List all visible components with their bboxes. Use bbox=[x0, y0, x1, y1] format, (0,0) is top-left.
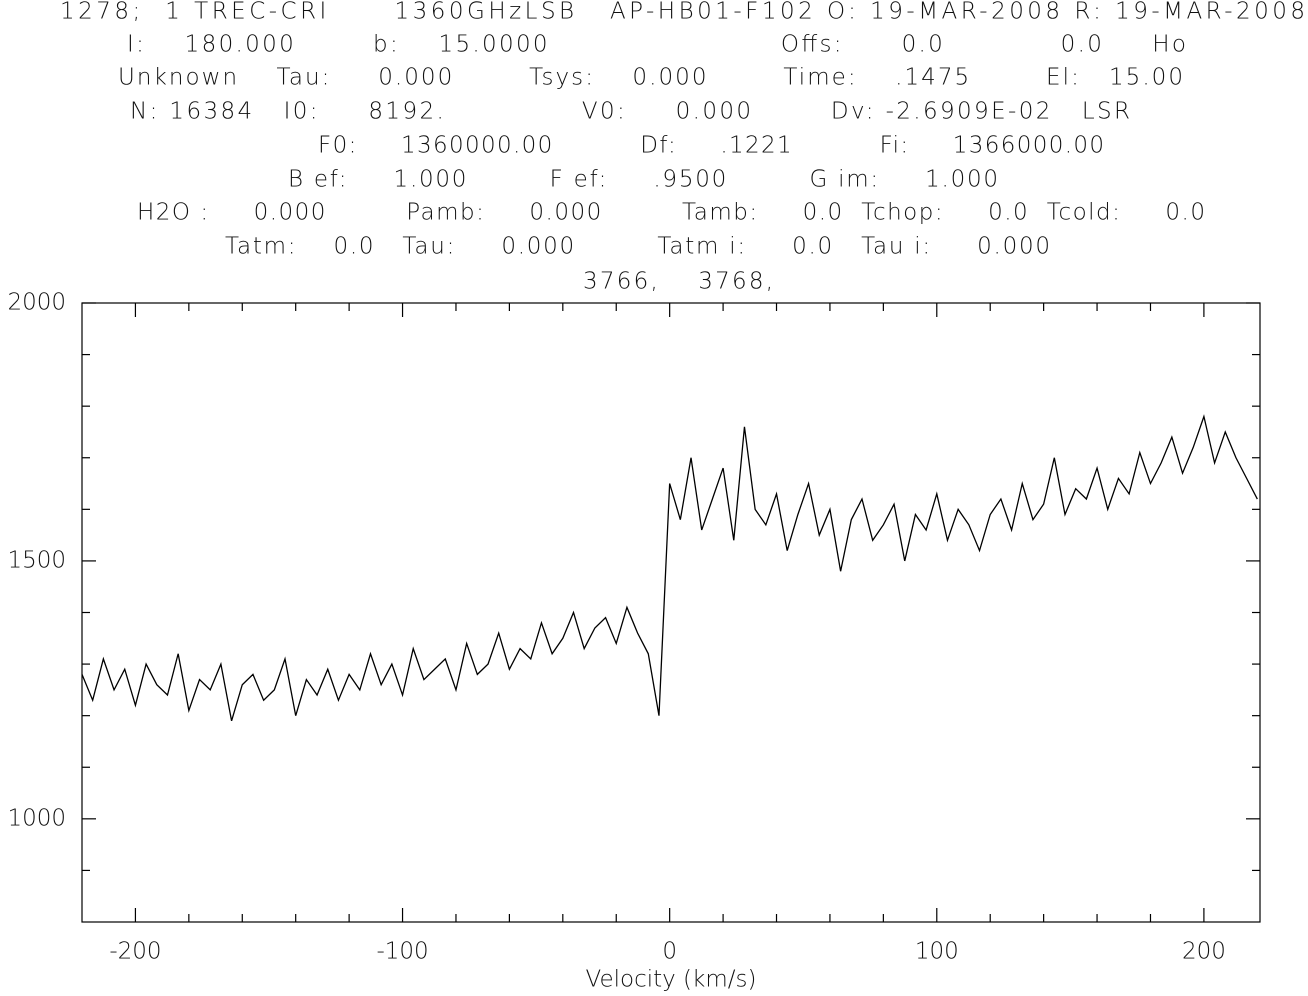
header-line: I: 180.000 b: 15.0000 Offs: 0.0 0.0 Ho bbox=[127, 32, 1186, 58]
x-tick-label: -200 bbox=[109, 939, 161, 965]
header-line: 1278; 1 TREC-CRI 1360GHzLSB AP-HB01-F102… bbox=[60, 0, 1305, 25]
header-line: Tatm: 0.0 Tau: 0.000 Tatm i: 0.0 Tau i: … bbox=[225, 234, 1050, 260]
x-tick-label: -100 bbox=[376, 939, 428, 965]
y-tick-label: 1000 bbox=[7, 805, 66, 831]
y-tick-label: 2000 bbox=[7, 290, 66, 316]
header-line: 3766, 3768, bbox=[583, 269, 773, 295]
x-axis-label: Velocity (km/s) bbox=[586, 967, 757, 993]
spectrum-line bbox=[81, 414, 1258, 722]
y-tick-label: 1500 bbox=[7, 547, 66, 573]
header-line: H2O : 0.000 Pamb: 0.000 Tamb: 0.0 Tchop:… bbox=[137, 200, 1205, 226]
plot-frame bbox=[81, 302, 1261, 923]
x-tick-label: 200 bbox=[1182, 939, 1226, 965]
header-line: N: 16384 I0: 8192. V0: 0.000 Dv: -2.6909… bbox=[130, 99, 1130, 125]
header-line: Unknown Tau: 0.000 Tsys: 0.000 Time: .14… bbox=[118, 65, 1183, 91]
x-tick-label: 0 bbox=[662, 939, 677, 965]
header-line: F0: 1360000.00 Df: .1221 Fi: 1366000.00 bbox=[318, 133, 1104, 159]
header-line: B ef: 1.000 F ef: .9500 G im: 1.000 bbox=[288, 167, 998, 193]
x-tick-label: 100 bbox=[915, 939, 959, 965]
